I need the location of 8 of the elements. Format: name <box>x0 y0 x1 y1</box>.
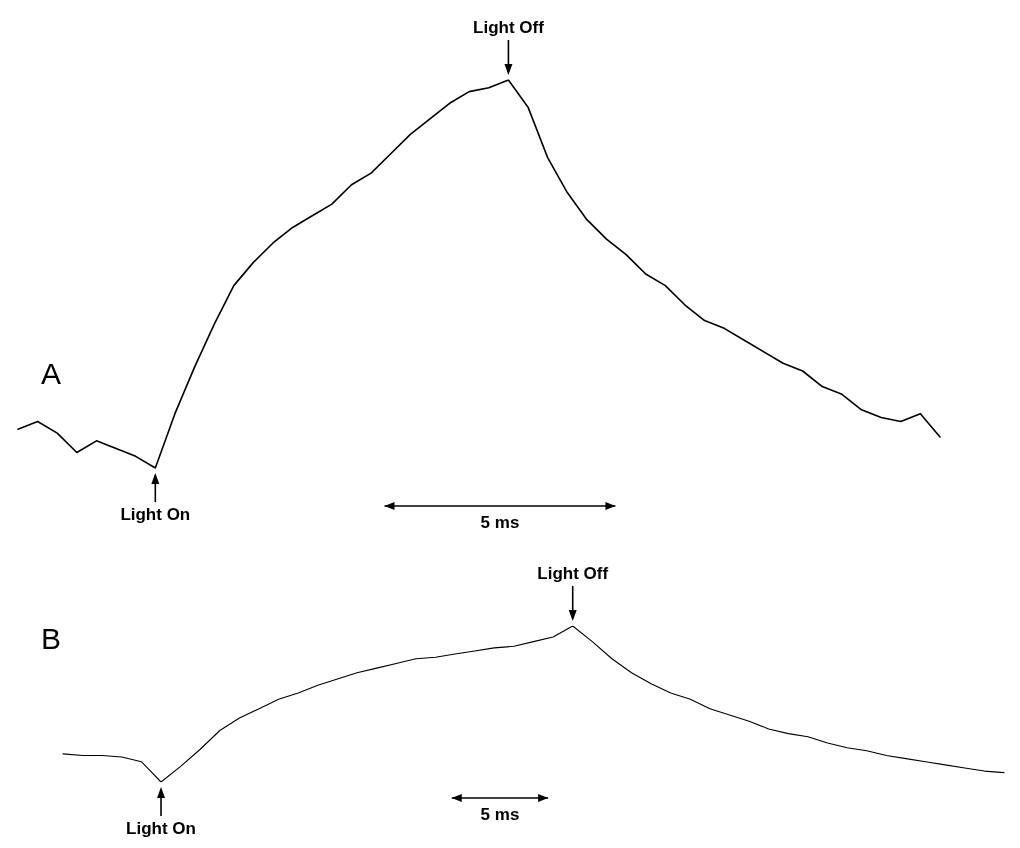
text: Light On <box>126 819 196 838</box>
chart-title: B <box>41 621 62 655</box>
text: 5 ms <box>480 805 520 824</box>
text: Light Off <box>473 18 545 37</box>
text: Light On <box>120 505 191 524</box>
text: 5 ms <box>480 513 520 532</box>
text: Light Off <box>537 564 609 583</box>
text: A <box>41 357 62 391</box>
